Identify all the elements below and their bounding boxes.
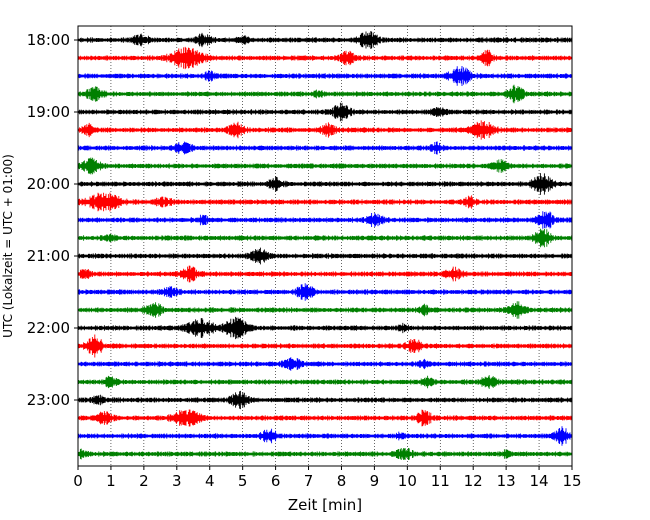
trace-row [77, 357, 573, 371]
trace-row [77, 192, 573, 212]
x-tick-label: 15 [562, 472, 581, 490]
x-tick-label: 6 [271, 472, 281, 490]
trace-signal [77, 409, 573, 427]
trace-row [77, 120, 573, 140]
x-tick-label: 13 [497, 472, 516, 490]
trace-row [77, 375, 573, 389]
trace-row [77, 390, 573, 410]
x-tick-label: 3 [172, 472, 182, 490]
trace-signal [77, 247, 573, 265]
trace-signal [77, 390, 573, 410]
x-tick-label: 11 [431, 472, 450, 490]
trace-row [77, 301, 573, 319]
x-tick-label: 0 [73, 472, 83, 490]
x-tick-label: 9 [370, 472, 380, 490]
trace-signal [77, 334, 573, 358]
trace-row [77, 102, 573, 122]
trace-signal [77, 283, 573, 301]
trace-row [77, 46, 573, 70]
x-tick-label: 10 [398, 472, 417, 490]
trace-row [77, 66, 573, 86]
trace-signal [77, 265, 573, 283]
trace-signal [77, 426, 573, 446]
trace-row [77, 265, 573, 283]
y-tick-label: 21:00 [27, 247, 70, 265]
y-tick-label: 22:00 [27, 319, 70, 337]
trace-row [77, 228, 573, 248]
trace-row [77, 247, 573, 265]
trace-row [77, 157, 573, 175]
trace-row [77, 409, 573, 427]
trace-signal [77, 211, 573, 229]
trace-row [77, 84, 573, 104]
x-tick-label: 14 [530, 472, 549, 490]
plot-frame [77, 25, 573, 467]
trace-row [77, 334, 573, 358]
trace-row [77, 426, 573, 446]
trace-row [77, 448, 573, 460]
x-tick-label: 8 [337, 472, 347, 490]
trace-signal [77, 301, 573, 319]
trace-signal [77, 141, 573, 155]
seismic-traces [77, 31, 573, 460]
trace-signal [77, 316, 573, 340]
trace-signal [77, 375, 573, 389]
x-tick-label: 2 [139, 472, 149, 490]
x-axis-ticks: 0 1 2 3 4 5 6 7 8 9 10 11 12 13 14 15 [73, 466, 582, 490]
trace-signal [77, 192, 573, 212]
y-axis-ticks: 18:00 19:00 20:00 21:00 22:00 23:00 [27, 31, 78, 409]
y-tick-label: 18:00 [27, 31, 70, 49]
trace-signal [77, 228, 573, 248]
trace-row [77, 316, 573, 340]
trace-signal [77, 102, 573, 122]
y-tick-label: 23:00 [27, 391, 70, 409]
trace-row [77, 283, 573, 301]
trace-signal [77, 84, 573, 104]
trace-signal [77, 173, 573, 195]
trace-signal [77, 157, 573, 175]
trace-signal [77, 448, 573, 460]
trace-signal [77, 31, 573, 49]
y-tick-label: 20:00 [27, 175, 70, 193]
trace-signal [77, 120, 573, 140]
y-axis-label: UTC (Lokalzeit = UTC + 01:00) [1, 154, 15, 338]
y-tick-label: 19:00 [27, 103, 70, 121]
x-tick-label: 12 [464, 472, 483, 490]
trace-row [77, 31, 573, 49]
trace-row [77, 211, 573, 229]
x-axis-label: Zeit [min] [288, 496, 362, 514]
x-tick-label: 7 [304, 472, 314, 490]
trace-signal [77, 46, 573, 70]
grid-lines [110, 26, 540, 466]
x-tick-label: 4 [205, 472, 215, 490]
trace-row [77, 173, 573, 195]
trace-signal [77, 357, 573, 371]
trace-signal [77, 66, 573, 86]
trace-row [77, 141, 573, 155]
x-tick-label: 5 [238, 472, 248, 490]
x-tick-label: 1 [106, 472, 116, 490]
